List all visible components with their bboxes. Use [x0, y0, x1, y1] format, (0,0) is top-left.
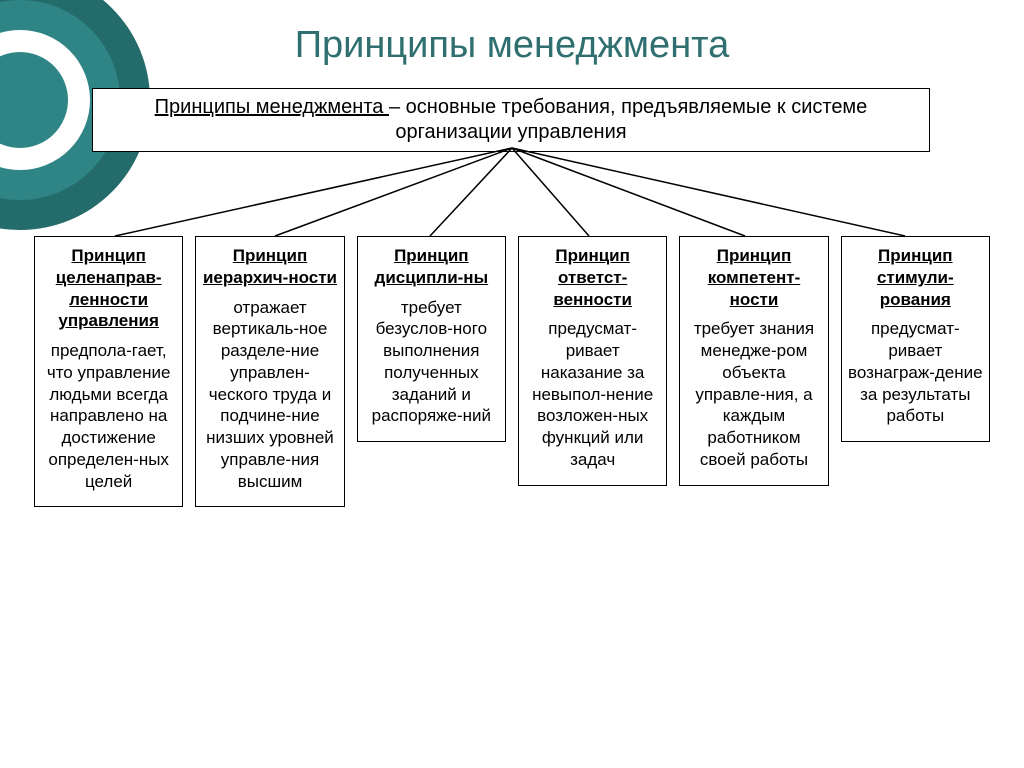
- principle-card-body: предпола-гает, что управление людьми все…: [41, 340, 176, 492]
- principle-card-body: отражает вертикаль-ное разделе-ние управ…: [202, 297, 337, 493]
- principle-card-title: Принцип дисципли-ны: [364, 245, 499, 289]
- principle-card-title: Принцип ответст-венности: [525, 245, 660, 310]
- principle-card-title: Принцип иерархич-ности: [202, 245, 337, 289]
- cards-row: Принцип целенаправ-ленности управленияпр…: [34, 236, 990, 507]
- definition-rest: – основные требования, предъявляемые к с…: [389, 96, 867, 143]
- principle-card-body: требует знания менедже-ром объекта управ…: [686, 318, 821, 470]
- definition-box: Принципы менеджмента – основные требован…: [92, 88, 930, 152]
- principle-card-body: предусмат-ривает вознаграж-дение за резу…: [848, 318, 983, 427]
- principle-card-1: Принцип целенаправ-ленности управленияпр…: [34, 236, 183, 507]
- principle-card-5: Принцип компетент-ности требует знания ме…: [679, 236, 828, 486]
- principle-card-2: Принцип иерархич-ности отражает вертикаль…: [195, 236, 344, 507]
- principle-card-4: Принцип ответст-венности предусмат-ривает…: [518, 236, 667, 486]
- definition-term: Принципы менеджмента: [155, 96, 389, 118]
- principle-card-title: Принцип целенаправ-ленности управления: [41, 245, 176, 332]
- principle-card-6: Принцип стимули-рования предусмат-ривает …: [841, 236, 990, 442]
- principle-card-body: предусмат-ривает наказание за невыпол-не…: [525, 318, 660, 470]
- principle-card-body: требует безуслов-ного выполнения получен…: [364, 297, 499, 428]
- page-title: Принципы менеджмента: [0, 24, 1024, 67]
- diagram-canvas: Принципы менеджмента Принципы менеджмент…: [0, 0, 1024, 768]
- principle-card-3: Принцип дисципли-ны требует безуслов-ного…: [357, 236, 506, 442]
- principle-card-title: Принцип стимули-рования: [848, 245, 983, 310]
- principle-card-title: Принцип компетент-ности: [686, 245, 821, 310]
